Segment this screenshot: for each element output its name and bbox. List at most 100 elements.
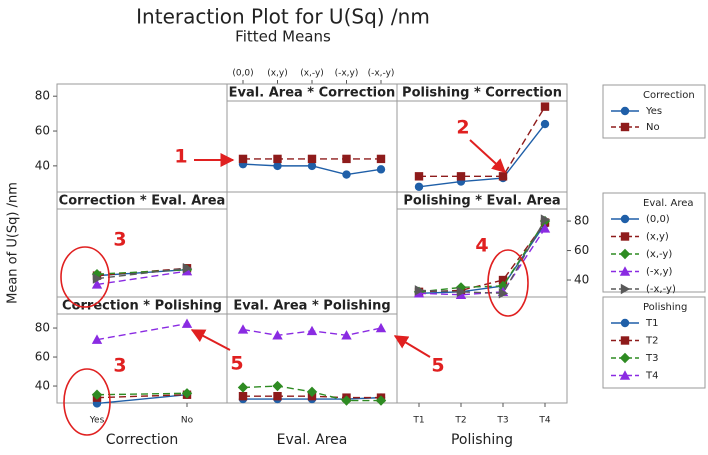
x-tick-label: (-x,y) <box>335 69 359 79</box>
annotation-ellipse <box>60 246 110 308</box>
data-point <box>540 102 550 111</box>
legend-marker <box>620 106 630 116</box>
cell-title: Eval. Area * Polishing <box>233 299 390 314</box>
annotation-label: 4 <box>475 235 488 257</box>
legend-marker <box>619 248 631 260</box>
legend-title: Correction <box>643 90 695 101</box>
data-point <box>414 285 425 296</box>
y-axis-label: Mean of U(Sq) /nm <box>6 182 21 304</box>
legend-label: (x,-y) <box>646 249 672 260</box>
x-tick-label: T4 <box>538 416 550 426</box>
y-tick-label: 40 <box>574 273 589 287</box>
legend-marker <box>619 370 631 380</box>
y-tick-label: 40 <box>35 158 50 172</box>
series-line <box>96 322 188 341</box>
data-point <box>414 172 424 181</box>
data-point <box>182 263 193 274</box>
legend-marker <box>620 283 631 295</box>
legend-label: T2 <box>645 336 658 347</box>
legend-title: Polishing <box>643 302 687 313</box>
data-point <box>376 165 386 174</box>
annotation-label: 5 <box>230 353 243 375</box>
series-line <box>418 228 546 296</box>
y-tick-label: 60 <box>35 350 50 364</box>
annotation-label: 5 <box>431 355 444 377</box>
x-tick-label: No <box>181 416 194 426</box>
series-line <box>96 392 188 396</box>
cell-title: Polishing * Eval. Area <box>403 194 560 209</box>
x-tick-label: (x,-y) <box>300 69 324 79</box>
legend-label: No <box>646 122 660 133</box>
data-point <box>181 318 193 328</box>
panel-frame <box>56 83 228 193</box>
legend-label: T1 <box>645 318 658 329</box>
y-tick-label: 60 <box>35 124 50 138</box>
y-tick-label: 60 <box>574 243 589 257</box>
cell-title: Polishing * Correction <box>402 86 562 101</box>
data-point <box>91 279 103 289</box>
data-point <box>92 273 103 284</box>
legend-label: (-x,-y) <box>646 284 676 295</box>
cell-title: Correction * Polishing <box>62 299 222 314</box>
data-point <box>273 154 282 164</box>
cell-header <box>56 191 228 210</box>
panel-frame <box>396 296 568 404</box>
y-tick-label: 80 <box>35 89 50 103</box>
data-point <box>540 214 551 225</box>
annotation-label: 3 <box>113 229 126 251</box>
data-point <box>91 389 103 400</box>
data-point <box>341 395 352 406</box>
annotation-label: 2 <box>456 117 469 139</box>
data-point <box>307 154 317 164</box>
annotation-label: 1 <box>174 146 187 168</box>
annotation-arrow <box>393 335 431 358</box>
cell-title: Correction * Eval. Area <box>59 194 226 209</box>
x-tick-label: (0,0) <box>232 69 253 79</box>
data-point <box>272 330 283 340</box>
data-point <box>238 391 248 401</box>
legend-label: (-x,y) <box>646 267 673 278</box>
legend-marker <box>620 122 630 132</box>
data-point <box>414 182 424 191</box>
data-point <box>498 172 508 181</box>
data-point <box>306 386 318 398</box>
x-axis-label: Eval. Area <box>277 432 348 448</box>
data-point <box>342 170 351 179</box>
x-tick-label: (x,y) <box>267 69 288 79</box>
legend-marker <box>619 266 631 276</box>
annotation-label: 3 <box>113 355 126 377</box>
y-tick-label: 80 <box>574 214 589 228</box>
x-tick-label: Yes <box>89 416 105 426</box>
series-line <box>96 270 188 286</box>
series-line <box>96 267 188 280</box>
x-tick-label: T3 <box>496 416 508 426</box>
data-point <box>456 286 467 298</box>
annotation-ellipse <box>63 368 111 436</box>
legend-marker <box>620 336 630 345</box>
data-point <box>91 334 103 344</box>
chart-subtitle: Fitted Means <box>235 28 331 46</box>
data-point <box>306 325 318 336</box>
data-point <box>273 161 282 171</box>
x-tick-label: T2 <box>454 416 466 426</box>
cell-header <box>396 83 568 102</box>
legend-title: Eval. Area <box>643 198 694 209</box>
data-point <box>341 330 352 340</box>
annotation-ellipse <box>487 249 529 317</box>
data-point <box>273 391 282 401</box>
legend-box <box>602 296 706 389</box>
series-line <box>96 394 188 405</box>
data-point <box>342 154 351 164</box>
legend-label: (x,y) <box>646 232 669 243</box>
data-point <box>181 388 193 399</box>
annotation-arrow <box>190 329 231 351</box>
data-point <box>307 161 317 171</box>
x-axis-label: Polishing <box>451 432 513 448</box>
legend-label: T4 <box>645 371 658 382</box>
legend-marker <box>619 352 631 364</box>
series-line <box>96 394 188 399</box>
series-line <box>419 106 546 178</box>
legend-marker <box>620 232 630 241</box>
data-point <box>539 223 551 233</box>
chart-title: Interaction Plot for U(Sq) /nm <box>136 5 430 29</box>
